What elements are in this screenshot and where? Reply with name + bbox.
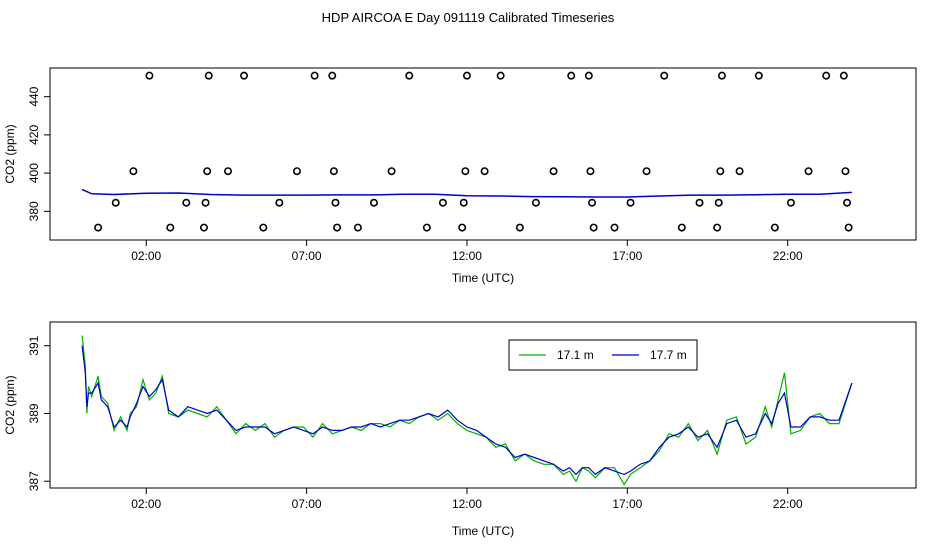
x-tick-label: 07:00 [292, 497, 322, 511]
y-tick-label: 440 [27, 86, 41, 106]
x-tick-label: 17:00 [612, 249, 642, 263]
calibration-point [626, 198, 635, 207]
y-tick-label: 400 [27, 163, 41, 183]
bottom-x-axis: 02:00 07:00 12:00 17:00 22:00 [131, 488, 803, 511]
x-tick-label: 17:00 [612, 497, 642, 511]
x-tick-label: 22:00 [773, 497, 803, 511]
calibration-point [480, 167, 489, 176]
top-ambient-line [81, 188, 852, 198]
calibration-point [786, 198, 795, 207]
calibration-point [199, 223, 208, 232]
calibration-point [459, 198, 468, 207]
calibration-point [804, 167, 813, 176]
calibration-point [677, 223, 686, 232]
calibration-point [458, 223, 467, 232]
bottom-panel: 02:00 07:00 12:00 17:00 22:00 387 389 391 Time… [3, 321, 917, 538]
calibration-point [549, 167, 558, 176]
calibration-point [822, 71, 831, 80]
calibration-point [735, 167, 744, 176]
calibration-point [292, 167, 301, 176]
series-line-17-1m [81, 335, 853, 486]
bottom-plot-frame [49, 321, 917, 489]
calibration-point [695, 198, 704, 207]
calibration-point [610, 223, 619, 232]
calibration-point [589, 223, 598, 232]
legend-label-17-1m: 17.1 m [557, 348, 594, 362]
top-calibration-points [94, 71, 853, 232]
calibration-point [844, 223, 853, 232]
legend-label-17-7m: 17.7 m [650, 348, 687, 362]
calibration-point [224, 167, 233, 176]
calibration-point [201, 198, 210, 207]
calibration-point [754, 71, 763, 80]
top-x-axis-label: Time (UTC) [452, 271, 514, 285]
calibration-point [111, 198, 120, 207]
calibration-point [713, 223, 722, 232]
calibration-point [660, 71, 669, 80]
x-tick-label: 02:00 [131, 249, 161, 263]
calibration-point [496, 71, 505, 80]
calibration-point [515, 223, 524, 232]
calibration-point [333, 223, 342, 232]
chart-title: HDP AIRCOA E Day 091119 Calibrated Times… [322, 10, 615, 25]
calibration-point [770, 223, 779, 232]
calibration-point [387, 167, 396, 176]
calibration-point [841, 167, 850, 176]
calibration-point [204, 71, 213, 80]
calibration-point [353, 223, 362, 232]
bottom-y-axis-label: CO2 (ppm) [3, 375, 17, 434]
y-tick-label: 380 [27, 201, 41, 221]
y-tick-label: 387 [27, 471, 41, 491]
calibration-point [203, 167, 212, 176]
calibration-point [567, 71, 576, 80]
bottom-y-axis: 387 389 391 [27, 335, 50, 491]
series-line-17-7m [81, 345, 853, 476]
calibration-point [717, 71, 726, 80]
top-panel: 02:00 07:00 12:00 17:00 22:00 380 400 420 440 T… [3, 67, 917, 285]
calibration-point [642, 167, 651, 176]
calibration-point [584, 71, 593, 80]
top-plot-frame [49, 67, 917, 241]
calibration-point [240, 71, 249, 80]
calibration-point [716, 167, 725, 176]
y-tick-label: 389 [27, 403, 41, 423]
top-y-axis: 380 400 420 440 [27, 86, 50, 221]
legend-box [508, 339, 698, 371]
bottom-x-axis-label: Time (UTC) [452, 524, 514, 538]
calibration-point [145, 71, 154, 80]
x-tick-label: 02:00 [131, 497, 161, 511]
legend: 17.1 m 17.7 m [508, 339, 698, 371]
calibration-point [839, 71, 848, 80]
y-tick-label: 391 [27, 335, 41, 355]
calibration-point [329, 167, 338, 176]
y-tick-label: 420 [27, 125, 41, 145]
calibration-point [369, 198, 378, 207]
calibration-point [531, 198, 540, 207]
calibration-point [182, 198, 191, 207]
x-tick-label: 12:00 [452, 497, 482, 511]
calibration-point [129, 167, 138, 176]
calibration-point [94, 223, 103, 232]
calibration-point [405, 71, 414, 80]
calibration-point [422, 223, 431, 232]
x-tick-label: 12:00 [452, 249, 482, 263]
x-tick-label: 07:00 [292, 249, 322, 263]
calibration-point [310, 71, 319, 80]
calibration-point [462, 71, 471, 80]
calibration-point [843, 198, 852, 207]
calibration-point [275, 198, 284, 207]
x-tick-label: 22:00 [773, 249, 803, 263]
calibration-point [588, 198, 597, 207]
calibration-point [328, 71, 337, 80]
top-x-axis: 02:00 07:00 12:00 17:00 22:00 [131, 240, 803, 263]
calibration-point [438, 198, 447, 207]
calibration-point [166, 223, 175, 232]
top-y-axis-label: CO2 (ppm) [3, 124, 17, 183]
calibration-point [331, 198, 340, 207]
calibration-point [586, 167, 595, 176]
calibration-point [714, 198, 723, 207]
calibration-point [461, 167, 470, 176]
calibration-point [259, 223, 268, 232]
